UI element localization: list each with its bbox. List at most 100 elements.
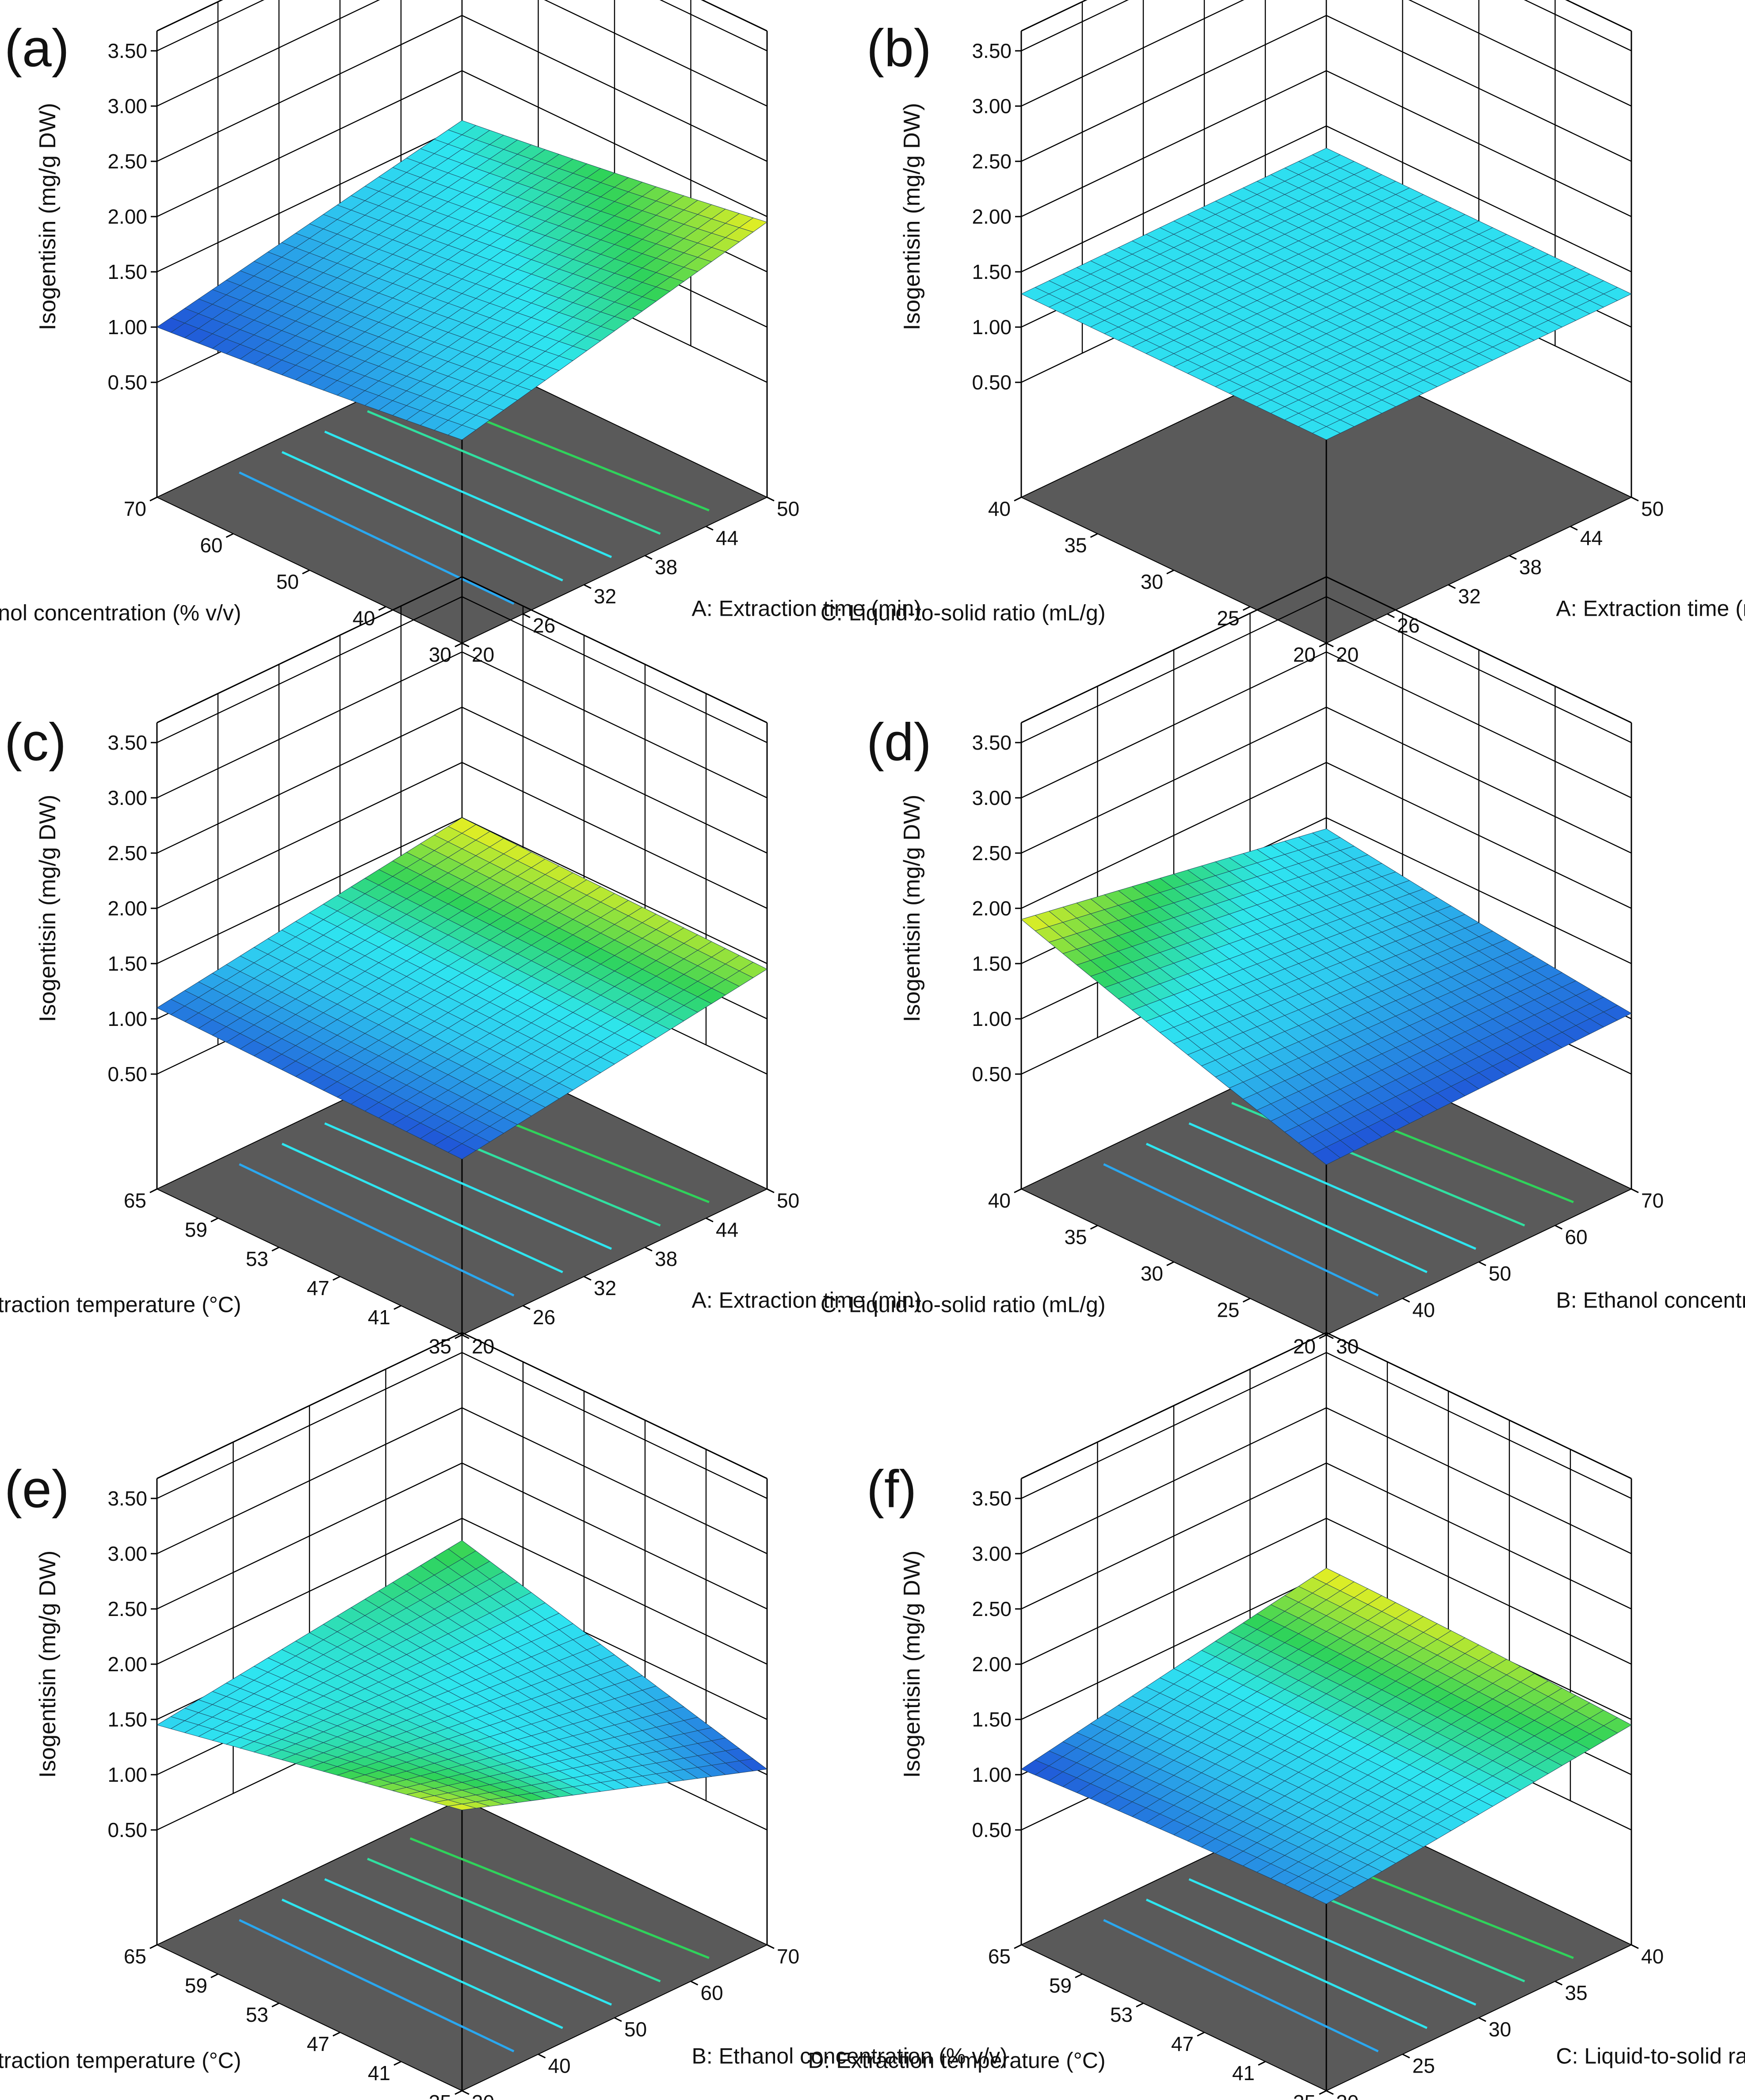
contour-line: [281, 1143, 563, 1273]
z-axis-label: Isogentisin (mg/g DW): [35, 1551, 61, 1778]
right-axis-label: B: Ethanol concentration (% v/v): [1556, 1288, 1745, 1313]
x-tick: [462, 1334, 470, 1339]
z-tick-label: 3.50: [107, 1487, 147, 1510]
left-axis-tick-label: 50: [276, 570, 299, 593]
x-tick: [767, 496, 775, 502]
left-axis-tick-label: 59: [1049, 1974, 1072, 1997]
back-grid-h: [157, 762, 767, 909]
left-axis-tick-label: 40: [352, 607, 375, 630]
surface-cell: [447, 1143, 477, 1160]
right-axis-tick-label: 40: [548, 2054, 571, 2077]
x-tick: [1402, 1298, 1410, 1303]
left-axis-tick-label: 35: [1064, 534, 1087, 557]
y-tick: [1136, 2002, 1144, 2008]
z-tick-label: 1.50: [972, 260, 1012, 283]
z-tick-label: 1.00: [972, 1763, 1012, 1786]
z-tick-label: 3.00: [972, 1542, 1012, 1565]
y-tick: [1166, 569, 1174, 575]
panel-label: (e): [4, 1460, 69, 1519]
x-tick: [1631, 1188, 1639, 1193]
y-tick: [149, 1188, 157, 1193]
left-axis-label: D: Extraction temperature (°C): [0, 1292, 241, 1317]
x-tick: [614, 2017, 622, 2022]
right-axis-tick-label: 32: [1458, 585, 1481, 608]
y-tick: [393, 2061, 401, 2066]
left-axis-tick-label: 59: [185, 1974, 207, 1997]
x-tick: [538, 2054, 546, 2058]
left-axis-tick-label: 53: [246, 2003, 268, 2026]
y-tick: [332, 1276, 340, 1281]
panel-c: 0.50 1.00 1.50 2.00 2.50 3.00 3.50 Isogentisin …: [0, 576, 921, 1358]
right-axis-label: B: Ethanol concentration (% v/v): [692, 2044, 1008, 2069]
y-tick: [1319, 1334, 1327, 1339]
contour-line: [281, 451, 563, 582]
back-grid-h: [157, 70, 767, 217]
panel-b: 0.50 1.00 1.50 2.00 2.50 3.00 3.50 Isogentisin …: [821, 0, 1745, 666]
left-axis-tick-label: 40: [988, 497, 1011, 520]
panel-a: 0.50 1.00 1.50 2.00 2.50 3.00 3.50 Isogentisin …: [0, 0, 921, 666]
y-tick: [1242, 606, 1251, 611]
back-grid-h: [1021, 706, 1632, 854]
y-tick: [393, 1305, 401, 1310]
right-axis-tick-label: 44: [716, 526, 738, 549]
box-top-edge: [157, 1332, 767, 1479]
y-tick: [225, 533, 234, 538]
left-axis-tick-label: 25: [1217, 1299, 1239, 1322]
contour-line: [239, 471, 515, 605]
contour-line: [239, 1163, 515, 1297]
left-axis-tick-label: 41: [1232, 2062, 1255, 2085]
z-axis-label: Isogentisin (mg/g DW): [35, 103, 61, 330]
z-tick-label: 3.00: [107, 1542, 147, 1565]
right-axis-tick-label: 50: [777, 1189, 799, 1212]
right-axis-tick-label: 32: [594, 1277, 616, 1300]
panel-d: 0.50 1.00 1.50 2.00 2.50 3.00 3.50 Isogentisin …: [821, 576, 1745, 1358]
z-tick-label: 2.50: [107, 1597, 147, 1620]
x-tick: [584, 584, 592, 589]
x-tick: [1631, 496, 1639, 502]
y-tick: [332, 2031, 340, 2037]
back-grid-h: [1021, 651, 1632, 799]
back-grid-h: [157, 1462, 767, 1610]
back-grid-h: [157, 1517, 767, 1665]
right-axis-tick-label: 26: [533, 614, 555, 637]
y-tick: [1014, 1944, 1022, 1949]
surface-cell: [1312, 1147, 1341, 1165]
right-axis-tick-label: 38: [655, 556, 677, 579]
x-tick: [1402, 2054, 1410, 2058]
z-tick-label: 3.00: [972, 786, 1012, 809]
y-tick: [1319, 2090, 1327, 2095]
z-tick-label: 2.00: [107, 1653, 147, 1676]
right-axis-tick-label: 20: [1336, 643, 1359, 666]
x-tick: [462, 642, 470, 648]
left-axis-tick-label: 53: [1110, 2003, 1133, 2026]
y-tick: [1090, 1225, 1098, 1230]
response-surface: [156, 1540, 768, 1810]
surface-cell: [1312, 426, 1341, 440]
right-axis-tick-label: 60: [701, 1982, 723, 2005]
z-tick-label: 3.00: [107, 786, 147, 809]
x-tick: [645, 555, 653, 560]
y-tick: [378, 606, 386, 611]
contour-line: [324, 1878, 612, 2006]
contour-line: [367, 1857, 661, 1982]
right-axis-tick-label: 50: [1641, 497, 1664, 520]
panel-f: 0.50 1.00 1.50 2.00 2.50 3.00 3.50 Isogentisin …: [808, 1332, 1745, 2100]
left-axis-tick-label: 53: [246, 1247, 268, 1270]
right-axis-label: C: Liquid-to-solid ratio (mL/g): [1556, 2044, 1745, 2069]
right-axis-tick-label: 35: [1565, 1982, 1588, 2005]
z-axis-label: Isogentisin (mg/g DW): [899, 795, 925, 1022]
z-tick-label: 1.50: [972, 1708, 1012, 1731]
y-tick: [1014, 496, 1022, 502]
right-axis-tick-label: 20: [1336, 2091, 1359, 2100]
back-grid-h: [1021, 1462, 1632, 1610]
y-tick: [271, 1246, 279, 1252]
y-tick: [271, 2002, 279, 2008]
y-tick: [1166, 1261, 1174, 1266]
right-axis-tick-label: 70: [1641, 1189, 1664, 1212]
y-tick: [1258, 2061, 1266, 2066]
z-tick-label: 3.50: [972, 39, 1012, 62]
z-tick-label: 1.00: [107, 1763, 147, 1786]
z-tick-label: 1.50: [972, 952, 1012, 975]
left-axis-tick-label: 60: [200, 534, 222, 557]
left-axis-tick-label: 65: [988, 1945, 1011, 1968]
